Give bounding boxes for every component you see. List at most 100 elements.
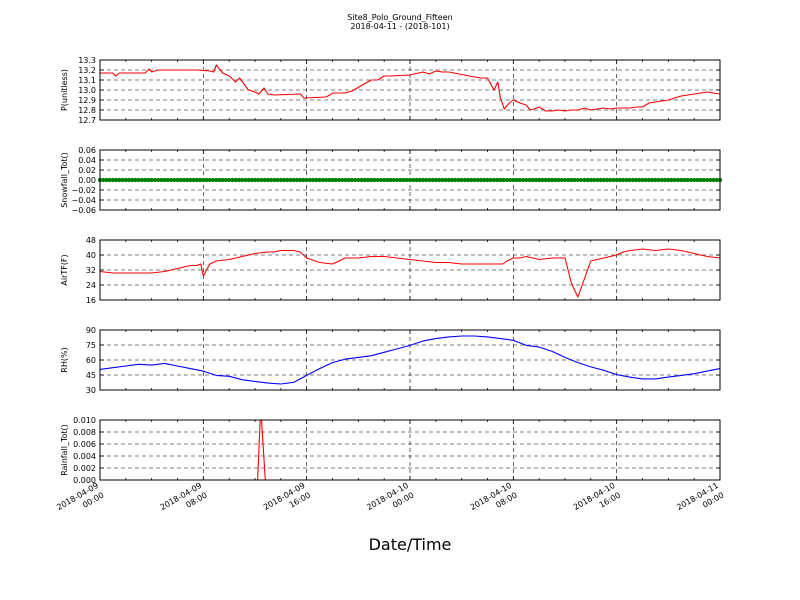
data-point [711, 177, 716, 183]
data-point [630, 177, 635, 183]
y-tick-label: −0.06 [71, 206, 96, 215]
data-point [120, 177, 125, 183]
data-point [246, 177, 251, 183]
data-point [304, 177, 309, 183]
data-point [604, 177, 610, 183]
data-point [663, 177, 668, 183]
data-point [420, 177, 426, 183]
data-point [162, 177, 167, 183]
y-tick-label: 16 [86, 296, 96, 305]
data-point [262, 177, 267, 183]
data-point [204, 177, 209, 183]
data-point [417, 177, 422, 183]
data-point [692, 177, 697, 183]
data-point [191, 177, 196, 183]
data-point [659, 177, 664, 183]
data-point [391, 177, 396, 183]
data-point [546, 177, 551, 183]
series-line [99, 248, 721, 298]
data-point [178, 177, 183, 183]
plot-frame [99, 239, 721, 301]
series-line [99, 335, 721, 385]
y-tick-label: 32 [86, 266, 96, 275]
data-point [207, 177, 212, 183]
data-point [527, 177, 532, 183]
data-point [236, 177, 241, 183]
data-point [172, 177, 177, 183]
y-tick-label: 30 [86, 386, 96, 395]
data-point [101, 177, 106, 183]
data-point [320, 177, 325, 183]
data-point [314, 177, 319, 183]
y-axis-label: P(unitless) [60, 69, 69, 111]
y-tick-label: 12.8 [78, 106, 96, 115]
data-point [168, 177, 174, 183]
data-point [136, 177, 141, 183]
data-point [372, 177, 377, 183]
data-point [239, 177, 245, 183]
data-point [685, 177, 690, 183]
data-point [385, 177, 390, 183]
panel-2: 0.060.040.020.00−0.02−0.04−0.06Snowfall_… [60, 146, 723, 215]
data-point [298, 177, 303, 183]
x-tick-label: 2018-04-1000:00 [365, 481, 415, 522]
data-point [575, 177, 581, 183]
data-point [475, 177, 480, 183]
x-tick-label: 2018-04-0908:00 [159, 481, 209, 522]
data-point [682, 177, 687, 183]
y-tick-label: 0.06 [78, 146, 96, 155]
data-point [411, 177, 416, 183]
data-point [588, 177, 593, 183]
data-point [646, 177, 652, 183]
chart-title: Site8_Polo_Ground_Fifteen [347, 13, 452, 22]
data-point [288, 177, 293, 183]
y-tick-label: 0.000 [73, 476, 96, 485]
data-point [194, 177, 199, 183]
y-tick-label: 13.0 [78, 86, 96, 95]
data-point [323, 177, 329, 183]
data-point [579, 177, 584, 183]
data-point [165, 177, 170, 183]
data-point [466, 177, 471, 183]
y-axis-label: Rainfall_Tot() [60, 424, 69, 476]
data-point [336, 177, 342, 183]
data-point [524, 177, 529, 183]
data-point [243, 177, 248, 183]
x-tick-label: 2018-04-0916:00 [262, 481, 312, 522]
data-point [233, 177, 238, 183]
y-tick-label: 48 [86, 236, 96, 245]
data-point [566, 177, 571, 183]
y-tick-label: 0.010 [73, 416, 96, 425]
data-point [265, 177, 271, 183]
data-point [330, 177, 335, 183]
data-point [369, 177, 374, 183]
data-point [485, 177, 490, 183]
data-point [598, 177, 603, 183]
data-point [126, 177, 132, 183]
data-point [104, 177, 109, 183]
data-point [159, 177, 164, 183]
data-point [472, 177, 477, 183]
y-tick-label: 12.7 [78, 116, 96, 125]
data-point [436, 177, 442, 183]
data-point [608, 177, 613, 183]
y-tick-label: 0.008 [73, 428, 96, 437]
data-point [353, 177, 358, 183]
data-point [223, 177, 229, 183]
y-tick-label: 13.1 [78, 76, 96, 85]
data-point [701, 177, 706, 183]
data-point [640, 177, 645, 183]
data-point [281, 177, 287, 183]
y-tick-label: 0.00 [78, 176, 96, 185]
data-point [656, 177, 661, 183]
data-point [382, 177, 387, 183]
data-point [478, 177, 484, 183]
data-point [301, 177, 306, 183]
data-point [181, 177, 187, 183]
data-point [698, 177, 703, 183]
data-point [359, 177, 364, 183]
data-point [621, 177, 626, 183]
data-point [146, 177, 151, 183]
data-point [498, 177, 503, 183]
